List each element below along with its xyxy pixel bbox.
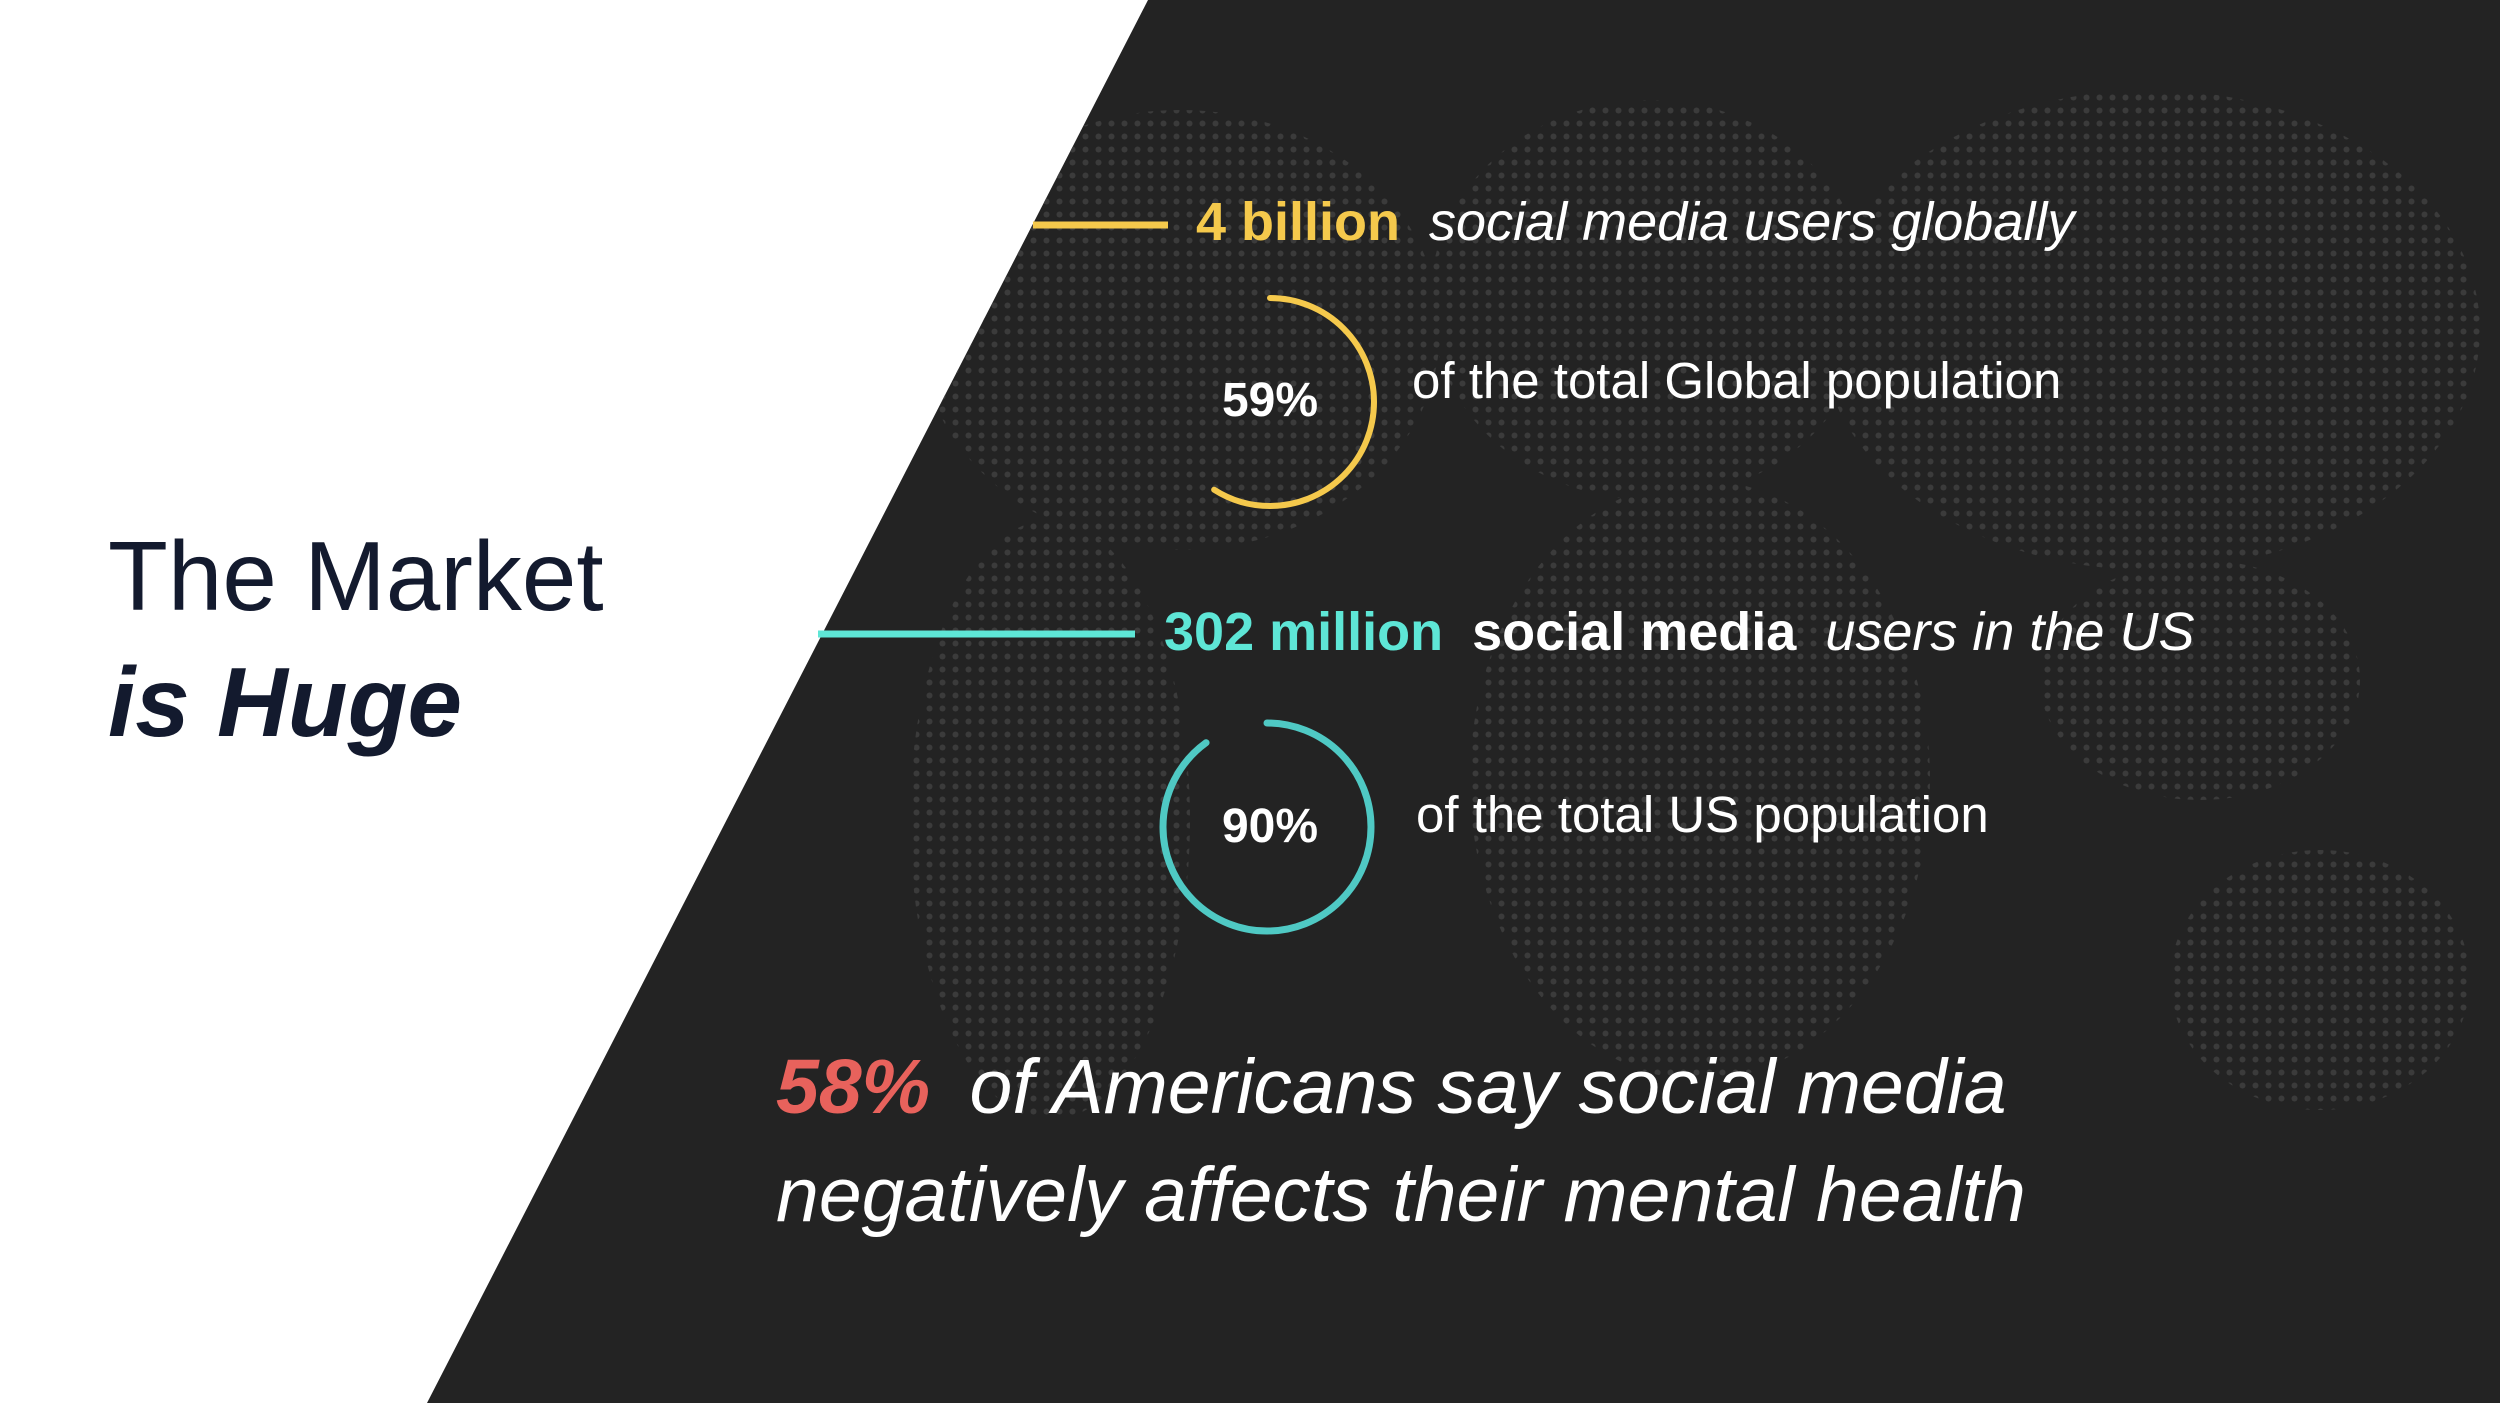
footnote-text: of Americans say social media [970,1044,2007,1130]
stat-heading: 302 million social media users in the US [1164,602,2194,662]
title-line2: is Huge [108,647,462,757]
stat-highlight: 4 billion [1196,192,1400,252]
footnote-line1: 58% of Americans say social media [776,1044,2007,1130]
stat-heading: 4 billion social media users globally [1196,192,2077,252]
stat-highlight: 302 million [1164,602,1443,662]
percent-label: 90% [1222,800,1318,853]
stat-text: users in the US [1825,602,2194,662]
percent-text: of the total US population [1416,786,1989,843]
percent-label: 59% [1222,374,1318,427]
title-line1: The Market [108,521,604,631]
footnote-line2: negatively affects their mental health [776,1152,2026,1238]
stat-bold-text: social media [1472,602,1797,662]
footnote-highlight: 58% [776,1044,930,1130]
percent-ring [1159,719,1375,935]
percent-text: of the total Global population [1412,352,2061,409]
percent-ring [1163,295,1377,509]
world-map [910,90,2480,1120]
stat-text: social media users globally [1429,192,2077,252]
